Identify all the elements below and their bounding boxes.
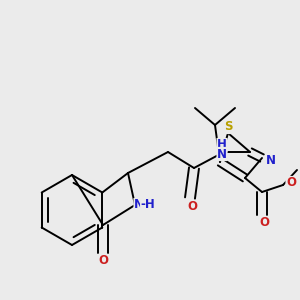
Text: N: N	[134, 199, 144, 212]
Text: S: S	[224, 121, 232, 134]
Text: O: O	[98, 254, 108, 268]
Text: H: H	[217, 139, 227, 152]
Text: -H: -H	[141, 199, 155, 212]
Text: O: O	[259, 217, 269, 230]
Text: N: N	[217, 148, 227, 160]
Text: O: O	[187, 200, 197, 214]
Text: O: O	[286, 176, 296, 190]
Text: N: N	[266, 154, 276, 166]
